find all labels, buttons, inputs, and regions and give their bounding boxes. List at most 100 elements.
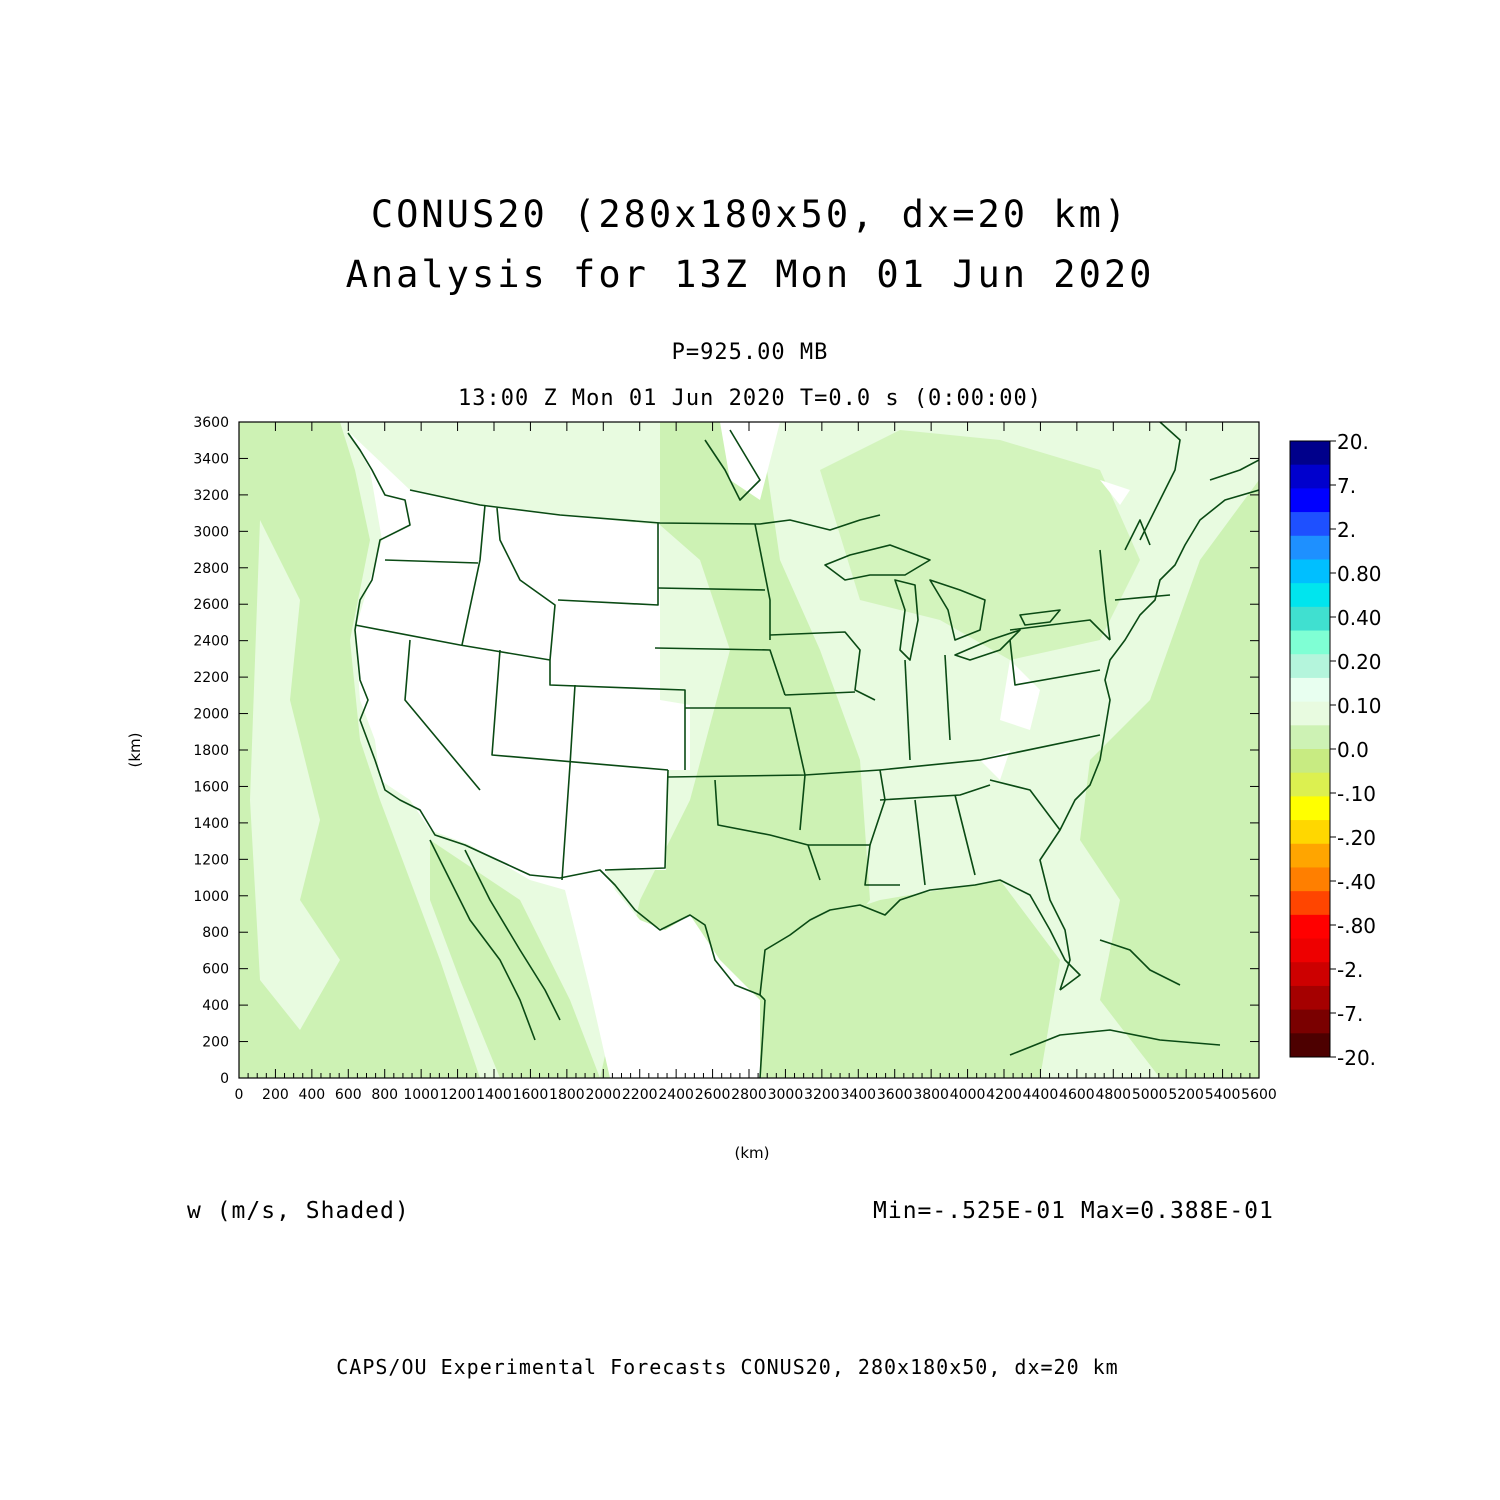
- y-tick-label: 1200: [193, 852, 229, 868]
- colorbar-swatch: [1290, 796, 1330, 821]
- y-tick-label: 600: [202, 962, 229, 978]
- colorbar-label: 2.: [1337, 518, 1356, 542]
- mexico-east-coast: [759, 999, 766, 1078]
- colorbar-swatch: [1290, 1033, 1330, 1058]
- canada-coast-east: [1209, 459, 1259, 481]
- colorbar-label: -.10: [1337, 782, 1376, 806]
- x-tick-label: 600: [335, 1087, 362, 1103]
- y-tick-label: 3000: [193, 524, 229, 540]
- state-line: [657, 587, 766, 591]
- state-line: [1124, 519, 1151, 551]
- colorbar-swatch: [1290, 725, 1330, 750]
- field-label: w (m/s, Shaded): [187, 1198, 410, 1224]
- x-tick-label: 2600: [695, 1087, 731, 1103]
- state-line: [714, 779, 821, 881]
- state-line: [879, 784, 991, 801]
- lake-michigan: [894, 579, 919, 661]
- colorbar-swatch: [1290, 701, 1330, 726]
- colorbar-swatch: [1290, 512, 1330, 537]
- colorbar-swatch: [1290, 749, 1330, 774]
- state-line: [549, 660, 686, 770]
- canada-coast: [1139, 422, 1181, 541]
- colorbar-swatch: [1290, 606, 1330, 632]
- x-tick-label: 1200: [440, 1087, 476, 1103]
- y-tick-label: 2200: [193, 670, 229, 686]
- state-line: [954, 794, 976, 876]
- y-axis-unit: (km): [126, 732, 144, 767]
- field-stats: Min=-.525E-01 Max=0.388E-01: [873, 1198, 1274, 1224]
- colorbar-swatch: [1290, 488, 1330, 513]
- x-tick-label: 4600: [1059, 1087, 1095, 1103]
- state-line: [1009, 639, 1101, 686]
- colorbar-swatch: [1290, 630, 1330, 655]
- tn-unshaded: [980, 750, 1010, 780]
- state-line: [879, 734, 1101, 771]
- cuba-coast: [1009, 1029, 1221, 1056]
- bahamas: [1099, 939, 1181, 986]
- colorbar-label: 20.: [1337, 430, 1369, 454]
- x-tick-label: 4400: [1023, 1087, 1059, 1103]
- colorbar-label: -.80: [1337, 914, 1376, 938]
- y-tick-label: 400: [202, 998, 229, 1014]
- y-tick-label: 1800: [193, 743, 229, 759]
- x-tick-label: 5600: [1241, 1087, 1277, 1103]
- state-line: [944, 654, 951, 741]
- state-line: [404, 639, 481, 791]
- state-line: [491, 649, 669, 771]
- state-line: [754, 523, 771, 640]
- state-line: [496, 507, 556, 661]
- colorbar-label: -2.: [1337, 958, 1363, 982]
- x-tick-label: 1400: [476, 1087, 512, 1103]
- state-line: [914, 799, 926, 886]
- state-line: [384, 559, 479, 564]
- quebec-unshaded: [1100, 480, 1130, 505]
- colorbar-swatch: [1290, 535, 1330, 560]
- state-line: [769, 631, 876, 701]
- x-tick-label: 400: [298, 1087, 325, 1103]
- gulf-shade: [760, 880, 1060, 1078]
- state-line: [1009, 619, 1111, 641]
- state-line: [561, 684, 576, 881]
- x-tick-label: 5200: [1168, 1087, 1204, 1103]
- appalachian-unshaded: [1000, 660, 1040, 730]
- colorbar-swatch: [1290, 772, 1330, 797]
- y-tick-label: 200: [202, 1035, 229, 1051]
- state-line: [1114, 594, 1171, 601]
- y-tick-label: 2000: [193, 707, 229, 723]
- y-tick-label: 1600: [193, 779, 229, 795]
- state-line: [904, 659, 911, 761]
- lake-superior: [824, 544, 931, 581]
- colorbar-swatch: [1290, 938, 1330, 963]
- baja-coast: [429, 839, 536, 1041]
- colorbar-label: 0.80: [1337, 562, 1382, 586]
- x-tick-label: 800: [371, 1087, 398, 1103]
- state-line: [685, 707, 806, 831]
- state-line: [1099, 549, 1111, 641]
- state-line: [667, 769, 881, 778]
- state-line: [784, 691, 856, 696]
- colorbar-label: 0.0: [1337, 738, 1369, 762]
- mexico-shade: [430, 840, 600, 1078]
- colorbar-swatch: [1290, 1009, 1330, 1034]
- x-tick-label: 2400: [658, 1087, 694, 1103]
- lake-ontario: [1019, 609, 1061, 626]
- x-tick-label: 2800: [731, 1087, 767, 1103]
- x-tick-label: 1600: [513, 1087, 549, 1103]
- y-tick-label: 3200: [193, 488, 229, 504]
- colorbar-swatch: [1290, 891, 1330, 916]
- colorbar-label: 0.10: [1337, 694, 1382, 718]
- colorbar-label: -7.: [1337, 1002, 1363, 1026]
- y-tick-label: 3600: [193, 415, 229, 431]
- pacific-coast-line: [347, 432, 766, 1001]
- valid-time: 13:00 Z Mon 01 Jun 2020 T=0.0 s (0:00:00…: [457, 386, 1043, 411]
- shaded-field: [239, 422, 1259, 1078]
- y-tick-label: 2800: [193, 561, 229, 577]
- colorbar-label: -.40: [1337, 870, 1376, 894]
- colorbar-swatch: [1290, 985, 1330, 1011]
- northeast-shade: [820, 430, 1140, 660]
- colorbar-swatch: [1290, 583, 1330, 608]
- state-line: [354, 624, 551, 661]
- y-tick-label: 1000: [193, 889, 229, 905]
- mexico-west-coast: [464, 849, 561, 1021]
- colorbar-swatch: [1290, 962, 1330, 987]
